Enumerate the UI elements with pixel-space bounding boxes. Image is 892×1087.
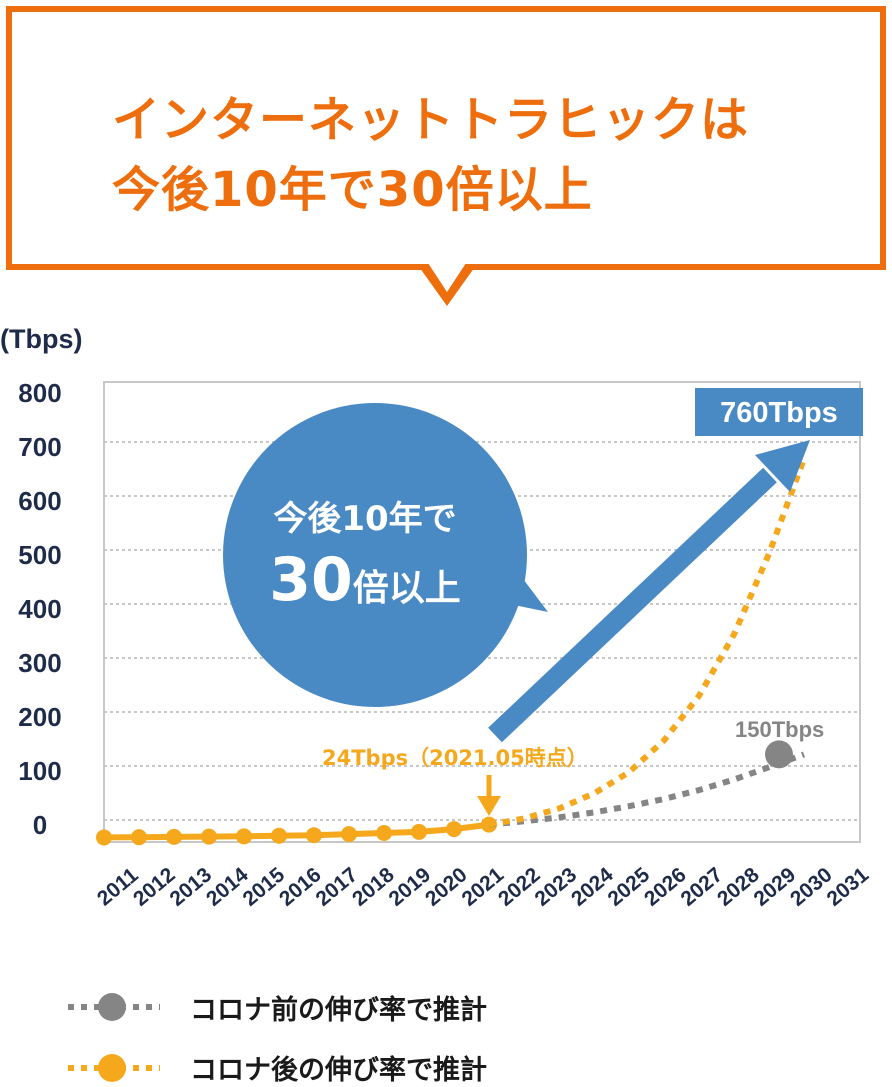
target-label-box	[695, 388, 863, 436]
y-tick-label: 300	[18, 648, 61, 678]
y-tick-label: 700	[18, 432, 61, 462]
legend-label-precovid: コロナ前の伸び率で推計	[190, 995, 487, 1026]
data-point	[201, 828, 217, 845]
data-point	[481, 816, 497, 833]
y-tick-label: 800	[18, 378, 61, 408]
precovid-end-label: 150Tbps	[735, 717, 824, 742]
series-line-2	[488, 457, 807, 828]
target-label: 760Tbps	[720, 397, 838, 429]
series-line-0	[103, 821, 490, 841]
series-line-1	[488, 751, 806, 828]
current-value-arrow	[477, 775, 501, 816]
x-tick-label: 2031	[823, 863, 874, 911]
headline-box	[6, 6, 886, 270]
y-tick-label: 600	[18, 486, 61, 516]
headline-line2: 今後10年で30倍以上	[112, 162, 593, 218]
headline-pointer-inner	[426, 260, 468, 292]
y-tick-label: 400	[18, 594, 61, 624]
y-tick-label: 500	[18, 540, 61, 570]
plot-area	[103, 381, 861, 843]
data-point	[341, 826, 357, 843]
data-point	[236, 828, 252, 845]
y-axis-unit: (Tbps)	[0, 324, 82, 354]
legend-marker-postcovid	[68, 1054, 160, 1082]
callout-big-number: 30	[269, 545, 353, 615]
data-point	[271, 827, 287, 844]
legend-marker-precovid	[68, 993, 160, 1021]
data-point	[306, 827, 322, 844]
legend-label-postcovid: コロナ後の伸び率で推計	[190, 1055, 487, 1086]
callout-line1: 今後10年で	[273, 499, 456, 539]
headline-line1: インターネットトラヒックは	[112, 92, 750, 148]
callout-rest: 倍以上	[353, 568, 461, 609]
current-value-label: 24Tbps（2021.05時点）	[322, 746, 588, 770]
callout-line2: 30倍以上	[269, 545, 461, 615]
precovid-end-marker	[765, 740, 793, 769]
data-point	[166, 828, 182, 845]
data-point	[446, 821, 462, 838]
data-point	[131, 829, 147, 846]
growth-arrow	[488, 440, 810, 743]
data-point	[376, 824, 392, 841]
y-tick-label: 100	[18, 756, 61, 786]
y-tick-label: 200	[18, 702, 61, 732]
callout-bubble	[223, 403, 548, 707]
y-tick-label: 0	[33, 810, 47, 840]
data-point	[96, 829, 112, 846]
data-point	[411, 823, 427, 840]
